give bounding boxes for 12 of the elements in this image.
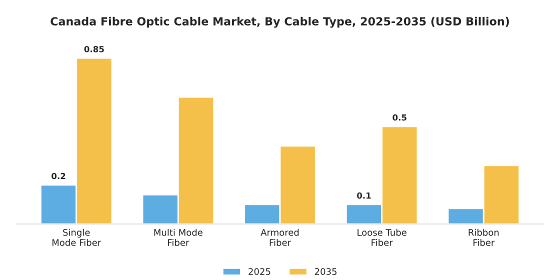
x-tick-label: Armored Fiber	[260, 228, 299, 246]
legend-label: 2025	[248, 268, 270, 275]
data-label: 0.2	[52, 172, 66, 180]
data-label: 0.85	[84, 46, 104, 52]
data-label: 0.5	[392, 114, 406, 121]
x-tick-label: Multi Mode Fiber	[154, 228, 202, 246]
x-tick-label: Ribbon Fiber	[468, 228, 499, 246]
x-tick-label: Loose Tube Fiber	[358, 228, 406, 246]
x-tick-label: Single Mode Fiber	[52, 228, 102, 246]
data-label: 0.1	[357, 192, 371, 199]
legend-label: 2035	[314, 268, 336, 275]
chart-title: Canada Fibre Optic Cable Market, By Cable Type, 2025-2035 (USD Billion)	[50, 16, 509, 28]
